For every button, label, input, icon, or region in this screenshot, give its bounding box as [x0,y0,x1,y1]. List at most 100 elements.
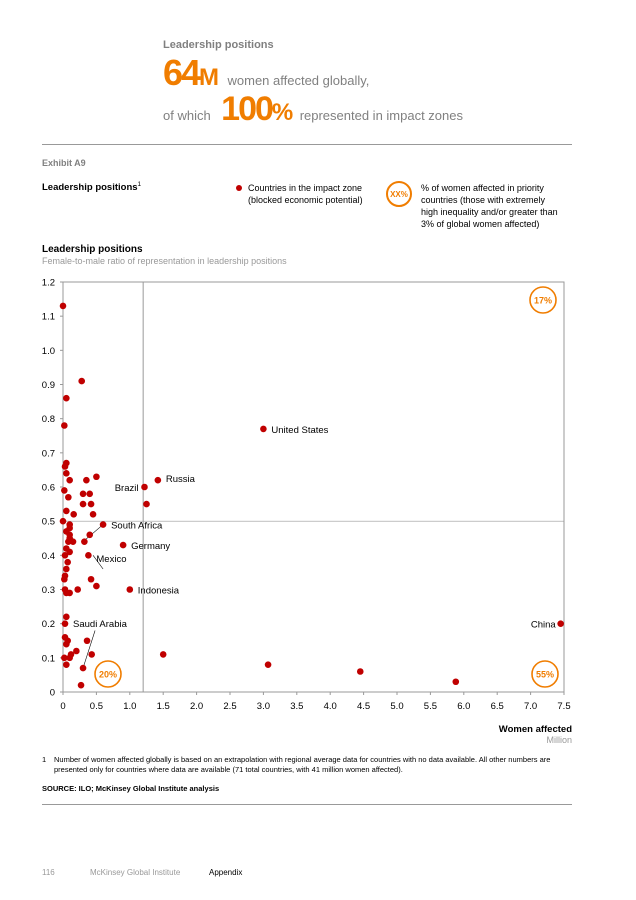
data-point [64,558,71,566]
divider-top [42,144,572,145]
data-point [93,473,100,481]
data-point [61,422,68,429]
source: SOURCE: ILO; McKinsey Global Institute a… [42,784,220,793]
data-point [143,500,150,508]
quadrant-circle [94,660,122,688]
y-tick-label: 0.9 [42,380,55,391]
page-number: 116 [42,868,55,877]
data-point-label: Indonesia [138,586,180,597]
x-axis-title: Women affected [499,724,572,735]
data-point [63,613,70,621]
data-point [63,640,70,648]
x-tick-label: 7.0 [524,701,537,712]
data-point-label: South Africa [111,521,163,532]
y-tick-label: 0.8 [42,414,55,425]
data-point [83,637,91,645]
y-tick-label: 1.1 [42,312,55,323]
divider-bottom [42,804,572,805]
y-tick-label: 0.7 [42,448,55,459]
footer-section: Appendix [209,868,243,877]
stat1-text: women affected globally, [227,73,370,88]
data-point [154,476,162,484]
section-label: Leadership positions [163,39,274,51]
data-point [63,565,70,573]
data-point [83,476,90,484]
footnote: 1 Number of women affected globally is b… [42,755,551,774]
data-point-label: United States [271,425,328,436]
data-point [557,620,564,627]
data-point [63,394,70,402]
x-tick-label: 4.0 [324,701,337,712]
data-point [61,575,68,583]
data-point [69,538,77,545]
y-tick-label: 0.1 [42,653,55,664]
headline-stat-2: of which 100% represented in impact zone… [163,90,463,129]
data-point [61,620,69,627]
y-tick-label: 0.5 [42,517,55,528]
quadrant-percent-label: 20% [99,670,117,680]
data-point [79,500,87,508]
data-point-label: China [531,620,557,631]
x-tick-label: 5.0 [390,701,403,712]
exhibit-title: Leadership positions1 [42,181,142,194]
leader-line-south-africa [82,524,104,542]
data-point [63,470,70,477]
data-point [78,377,86,385]
data-point-label: Brazil [115,483,139,494]
stat1-unit: M [199,64,219,91]
y-tick-label: 0.6 [42,483,55,494]
stat2-value: 100 [221,90,274,128]
data-point [61,552,69,559]
data-point [73,647,80,655]
x-tick-label: 6.0 [457,701,470,712]
data-point [66,476,73,484]
x-tick-label: 3.0 [257,701,270,712]
quadrant-percent-label: 55% [536,670,554,680]
headline-stat-1: 64M women affected globally, [163,52,369,94]
data-point [77,681,85,689]
x-tick-label: 2.0 [190,701,203,712]
legend-circle-text: % of women affected in priority countrie… [421,183,558,229]
data-point [452,678,460,686]
data-point [86,490,94,498]
data-point [87,500,95,508]
data-point [63,507,70,515]
data-point [159,651,167,658]
data-point [81,538,88,545]
data-point [86,531,94,539]
data-point [264,661,272,668]
data-point-label: Saudi Arabia [73,619,128,630]
quadrant-circle [531,660,559,688]
data-point [66,589,73,597]
data-point [66,548,73,556]
y-tick-label: 0.2 [42,619,55,630]
y-tick-label: 0.4 [42,551,55,562]
data-point [65,538,72,545]
data-point [87,575,95,583]
data-point [119,541,127,549]
footer-publisher: McKinsey Global Institute [90,868,181,877]
x-tick-label: 0 [60,701,65,712]
x-axis-unit: Million [546,735,572,745]
data-point-label: Russia [166,474,196,485]
data-point [61,487,68,494]
chart-subtitle: Female-to-male ratio of representation i… [42,256,287,266]
leader-line-saudi-arabia [82,630,96,669]
x-tick-label: 4.5 [357,701,370,712]
data-point [126,586,134,593]
data-point [61,654,68,662]
x-tick-label: 7.5 [557,701,570,712]
legend-dot-icon [236,185,242,191]
leader-line-mexico [92,555,104,570]
quadrant-percent-label: 17% [534,296,552,306]
y-tick-label: 0 [50,688,55,699]
x-tick-label: 0.5 [90,701,103,712]
data-point [99,521,107,528]
data-point [141,483,148,491]
legend-dot-text: Countries in the impact zone (blocked ec… [248,183,363,205]
data-point [88,651,96,658]
x-tick-label: 2.5 [223,701,236,712]
data-point [66,654,73,662]
stat2-text: represented in impact zones [299,108,463,123]
data-point [70,511,77,518]
